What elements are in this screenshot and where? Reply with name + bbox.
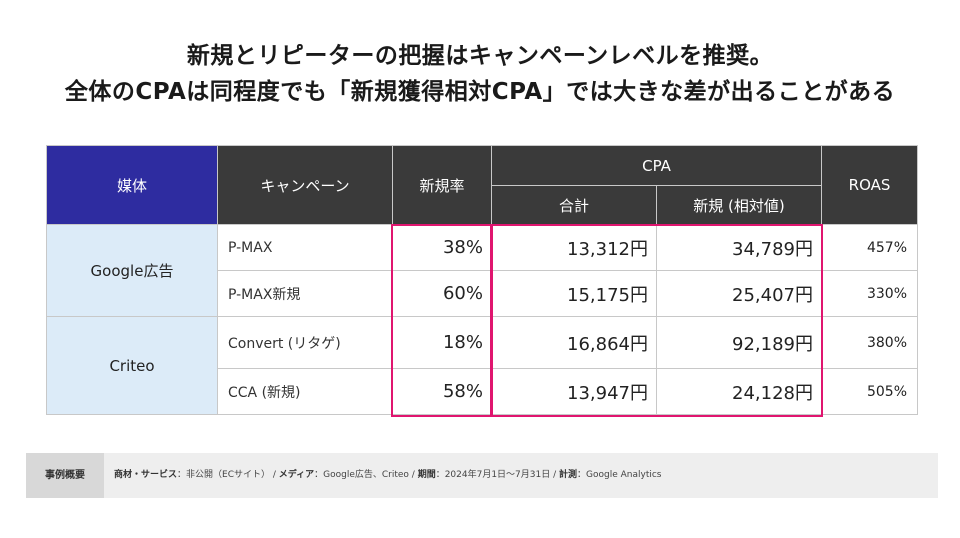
media-label: メディア	[278, 470, 315, 480]
case-summary: 事例概要 商材・サービス：非公開（ECサイト） / メディア：Google広告、…	[26, 453, 938, 498]
header-new-rate: 新規率	[392, 145, 492, 225]
header-media: 媒体	[46, 145, 218, 225]
roas-cell: 330%	[821, 270, 919, 317]
cpa-new-cell: 25,407円	[655, 270, 823, 317]
header-cpa-new: 新規 (相対値)	[655, 185, 823, 225]
title-line-1: 新規とリピーターの把握はキャンペーンレベルを推奨。	[186, 43, 774, 69]
campaign-cell: Convert (リタゲ)	[217, 316, 393, 369]
new-rate-cell: 58%	[392, 368, 492, 415]
product-label: 商材・サービス	[114, 470, 178, 480]
page-title: 新規とリピーターの把握はキャンペーンレベルを推奨。 全体のCPAは同程度でも「新…	[0, 38, 960, 110]
period-value: ：2024年7月1日〜7月31日 /	[435, 470, 559, 480]
period-label: 期間	[417, 470, 436, 480]
roas-cell: 380%	[821, 316, 919, 369]
campaign-cell: P-MAX	[217, 224, 393, 271]
cpa-total-cell: 13,312円	[491, 224, 657, 271]
campaign-cell: CCA (新規)	[217, 368, 393, 415]
header-roas: ROAS	[821, 145, 919, 225]
table-row: P-MAX新規 60% 15,175円 25,407円 330%	[47, 270, 919, 317]
comparison-table: 媒体 キャンペーン 新規率 CPA ROAS 合計 新規 (相対値) Googl…	[46, 145, 919, 415]
media-cell-google: Google広告	[46, 224, 218, 317]
case-summary-label: 事例概要	[26, 453, 104, 498]
cpa-total-cell: 15,175円	[491, 270, 657, 317]
measure-label: 計測	[559, 470, 578, 480]
new-rate-cell: 18%	[392, 316, 492, 369]
title-line-2: 全体のCPAは同程度でも「新規獲得相対CPA」では大きな差が出ることがある	[64, 79, 896, 105]
header-campaign: キャンペーン	[217, 145, 393, 225]
cpa-total-cell: 13,947円	[491, 368, 657, 415]
measure-value: ：Google Analytics	[577, 470, 662, 480]
table-row: Google広告 P-MAX 38% 13,312円 34,789円 457%	[46, 224, 919, 317]
header-cpa: CPA	[490, 145, 823, 186]
table-row: CCA (新規) 58% 13,947円 24,128円 505%	[47, 368, 919, 415]
roas-cell: 457%	[821, 224, 919, 271]
case-summary-text: 商材・サービス：非公開（ECサイト） / メディア：Google広告、Crite…	[114, 453, 661, 498]
cpa-new-cell: 24,128円	[655, 368, 823, 415]
cpa-new-cell: 92,189円	[655, 316, 823, 369]
new-rate-cell: 60%	[392, 270, 492, 317]
cpa-new-cell: 34,789円	[655, 224, 823, 271]
cpa-total-cell: 16,864円	[491, 316, 657, 369]
table-row: Criteo Convert (リタゲ) 18% 16,864円 92,189円…	[46, 316, 919, 415]
media-cell-criteo: Criteo	[46, 316, 218, 415]
media-value: ：Google広告、Criteo /	[314, 470, 418, 480]
roas-cell: 505%	[821, 368, 919, 415]
campaign-cell: P-MAX新規	[217, 270, 393, 317]
new-rate-cell: 38%	[392, 224, 492, 271]
header-cpa-total: 合計	[491, 185, 657, 225]
product-value: ：非公開（ECサイト） /	[177, 470, 279, 480]
